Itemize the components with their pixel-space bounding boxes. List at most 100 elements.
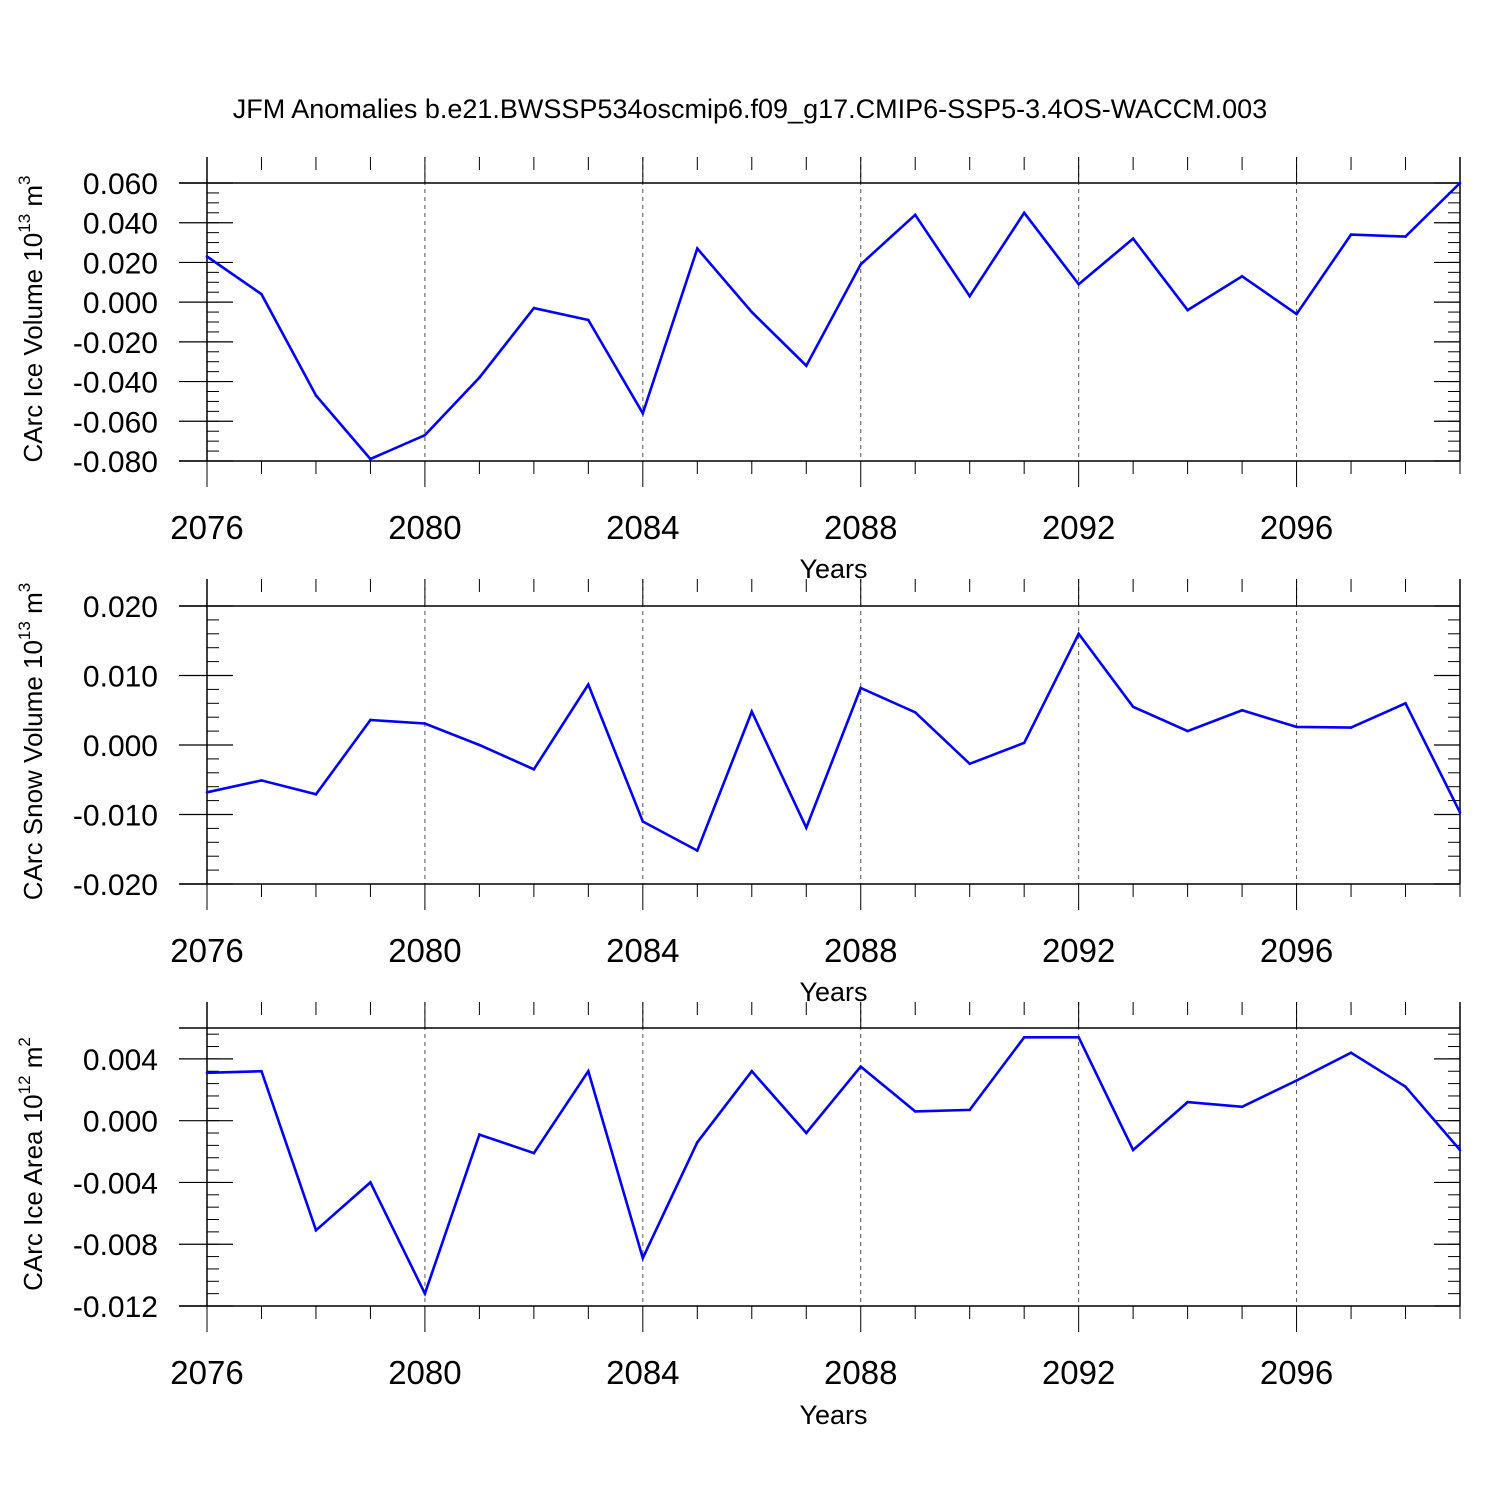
x-axis-label: Years [799, 977, 867, 1007]
y-tick-label: 0.000 [83, 730, 158, 763]
y-tick-label: -0.004 [73, 1167, 158, 1200]
data-point [913, 1110, 917, 1113]
data-point [1404, 235, 1407, 238]
data-point [859, 263, 863, 266]
y-tick-label: -0.008 [73, 1229, 158, 1262]
x-tick-label: 2080 [388, 1354, 461, 1391]
y-tick-label: 0.004 [83, 1044, 158, 1077]
x-tick-label: 2088 [824, 509, 897, 546]
data-point [1186, 1100, 1189, 1104]
y-axis-label: CArc Snow Volume 1013 m3 [15, 583, 48, 900]
x-tick-label: 2084 [606, 1354, 679, 1391]
data-point [1131, 237, 1135, 240]
data-point [423, 433, 427, 437]
data-point [314, 394, 318, 397]
y-tick-label: 0.020 [83, 247, 158, 280]
data-point [260, 1069, 263, 1073]
y-axis-label-unit-exponent: 3 [15, 583, 34, 592]
y-tick-label: 0.020 [83, 591, 158, 624]
data-point [641, 412, 645, 415]
x-tick-label: 2084 [606, 509, 679, 546]
chart-panel-3: 0.004 0.000 -0.004 -0.008 -0.012 2076 2080 2084… [15, 1002, 1462, 1430]
y-axis-label-unit-exponent: 2 [15, 1037, 34, 1046]
data-point [205, 1071, 209, 1075]
y-tick-label: -0.012 [73, 1291, 158, 1324]
x-tick-label: 2096 [1260, 509, 1333, 546]
y-axis-label-exponent: 12 [15, 1075, 34, 1094]
data-point [804, 826, 808, 830]
x-axis-label: Years [799, 554, 867, 584]
data-point [1458, 1148, 1462, 1152]
y-tick-label: -0.010 [73, 800, 158, 833]
y-axis-label-unit: m [18, 592, 48, 621]
x-tick-label: 2084 [606, 932, 679, 969]
data-point [1131, 1148, 1135, 1152]
y-axis-label-exponent: 13 [15, 621, 34, 640]
x-tick-label: 2088 [824, 1354, 897, 1391]
y-axis-label: CArc Ice Area 1012 m2 [15, 1037, 48, 1291]
y-tick-label: -0.060 [73, 406, 158, 439]
data-point [532, 768, 536, 771]
x-tick-label: 2096 [1260, 932, 1333, 969]
data-point [260, 292, 263, 296]
data-point [205, 790, 209, 794]
chart-panel-2: 0.020 0.010 0.000 -0.010 -0.020 2076 2080 2084 2… [15, 579, 1462, 1007]
y-tick-label: 0.000 [83, 287, 158, 320]
data-point [1458, 811, 1462, 814]
x-tick-label: 2096 [1260, 1354, 1333, 1391]
data-point [1131, 705, 1135, 709]
y-axis-label: CArc Ice Volume 1013 m3 [15, 175, 48, 462]
data-point [696, 1140, 699, 1144]
data-point [1295, 1079, 1298, 1082]
data-point [1186, 308, 1189, 312]
chart-panel-1: 0.060 0.040 0.020 0.000 -0.020 -0.040 -0.060 -0… [15, 157, 1462, 584]
data-point [1022, 1035, 1026, 1039]
data-point [423, 1292, 427, 1295]
data-point [1077, 1035, 1080, 1039]
x-tick-label: 2080 [388, 509, 461, 546]
data-point [696, 247, 699, 250]
series-line [206, 631, 1462, 853]
x-tick-label: 2088 [824, 932, 897, 969]
data-point [641, 820, 645, 823]
series-line [206, 182, 1461, 461]
data-point [804, 1131, 808, 1135]
y-axis-label-unit-exponent: 3 [15, 175, 34, 184]
x-tick-label: 2092 [1042, 509, 1115, 546]
series-line [206, 1036, 1461, 1297]
x-tick-label: 2076 [170, 1354, 243, 1391]
data-point [1458, 181, 1462, 185]
y-tick-label: 0.010 [83, 661, 158, 694]
data-point [1240, 1105, 1244, 1109]
x-axis-label: Years [799, 1400, 867, 1430]
data-point [913, 711, 917, 714]
figure-title: JFM Anomalies b.e21.BWSSP534oscmip6.f09_… [233, 94, 1267, 124]
data-point [1240, 708, 1244, 712]
data-point [423, 722, 427, 725]
data-point [260, 779, 263, 782]
x-tick-label: 2076 [170, 932, 243, 969]
data-point [314, 1229, 318, 1232]
data-point [532, 306, 536, 310]
data-point [587, 1069, 590, 1073]
data-point [968, 762, 971, 766]
data-point [1295, 725, 1298, 729]
y-tick-label: 0.040 [83, 208, 158, 241]
y-tick-label: 0.060 [83, 168, 158, 201]
data-point [968, 294, 971, 298]
y-tick-label: -0.040 [73, 367, 158, 400]
data-point [913, 213, 917, 217]
y-tick-label: -0.020 [73, 327, 158, 360]
y-axis-label-main: CArc Snow Volume 10 [18, 640, 48, 900]
data-point [1186, 729, 1189, 733]
y-axis-label-unit: m [18, 1047, 48, 1076]
x-tick-label: 2080 [388, 932, 461, 969]
data-point [1349, 726, 1353, 729]
data-point [696, 849, 699, 852]
x-tick-label: 2076 [170, 509, 243, 546]
data-point [1077, 282, 1080, 286]
data-point [804, 364, 808, 367]
data-point [478, 376, 481, 379]
y-tick-label: -0.020 [73, 869, 158, 902]
